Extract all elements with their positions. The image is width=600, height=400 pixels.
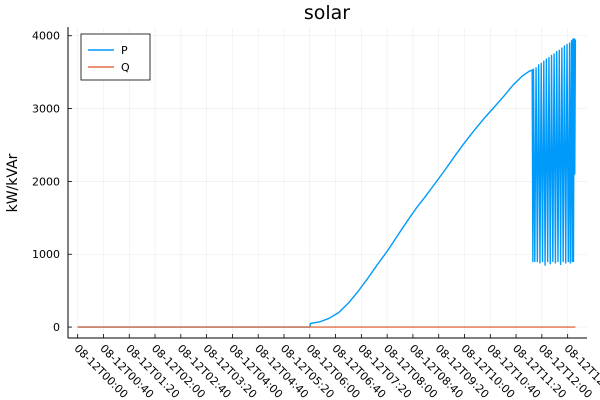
grid (68, 27, 587, 338)
series-group (77, 37, 577, 328)
y-tick-label: 3000 (32, 103, 60, 116)
legend-label-P: P (121, 44, 128, 57)
series-line-P (77, 37, 577, 328)
y-tick-label: 0 (53, 321, 60, 334)
chart-title: solar (304, 2, 350, 24)
y-tick-label: 1000 (32, 248, 60, 261)
legend-box (80, 33, 151, 81)
legend: PQ (80, 33, 151, 81)
y-axis-label: kW/kVAr (5, 153, 21, 212)
y-tick-label: 4000 (32, 30, 60, 43)
y-tick-label: 2000 (32, 175, 60, 188)
legend-label-Q: Q (121, 61, 130, 74)
axes (67, 27, 587, 339)
